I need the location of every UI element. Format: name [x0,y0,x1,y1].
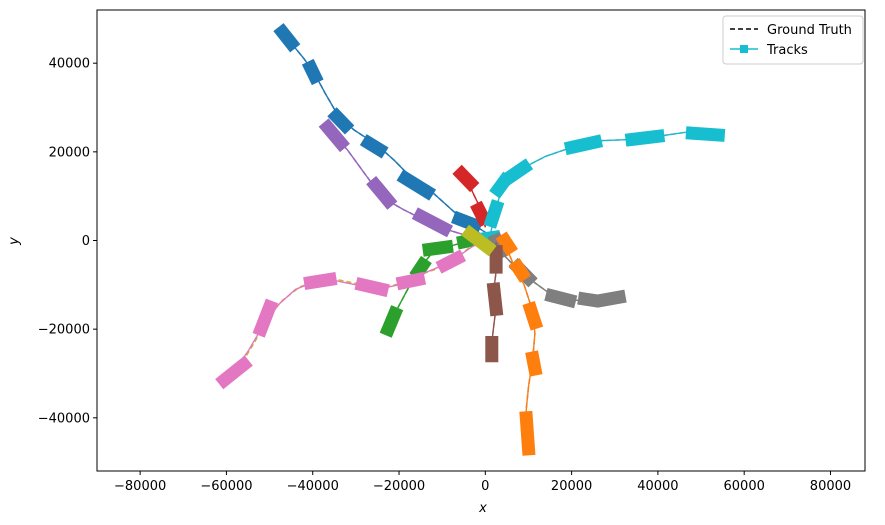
legend-tracks-label: Tracks [766,43,808,58]
track-marker-cluster-5-2 [522,301,544,331]
track-marker-cluster-3-1 [483,199,505,229]
track-marker-cluster-1-0 [318,118,350,153]
y-tick-label: 40000 [49,57,90,72]
x-tick-label: 20000 [551,479,592,494]
x-tick-label: −60000 [200,479,252,494]
track-marker-cluster-0-4 [396,169,437,201]
track-marker-cluster-7-1 [409,255,432,281]
track-marker-cluster-2-1 [470,200,492,228]
track-marker-cluster-9-0 [461,224,497,257]
track-marker-cluster-0-3 [359,134,389,159]
track-marker-cluster-7-2 [421,239,454,257]
track-marker-cluster-8-2 [303,272,338,291]
track-marker-cluster-0-1 [301,58,324,86]
y-axis-ticks: −40000 −20000 0 20000 40000 [38,57,97,426]
y-tick-label: 0 [82,234,90,249]
tracks-layer [215,23,726,456]
x-axis-ticks: −80000 −60000 −40000 −20000 0 20000 40000 60000… [114,471,851,494]
track-marker-cluster-8-0 [215,355,253,390]
legend-box [722,15,864,65]
track-marker-cluster-3-2 [489,171,514,199]
y-tick-label: −40000 [38,411,90,426]
track-marker-cluster-7-0 [379,305,404,338]
track-marker-cluster-5-4 [519,410,536,456]
track-marker-cluster-8-3 [354,277,390,298]
track-marker-cluster-8-5 [435,249,467,274]
y-tick-label: 20000 [49,145,90,160]
y-axis-label: y [7,237,22,246]
plot-area [215,23,726,456]
track-marker-cluster-5-0 [495,231,518,257]
x-tick-label: 0 [481,479,489,494]
track-marker-cluster-4-2 [544,287,578,309]
track-marker-cluster-2-0 [452,164,480,193]
track-marker-cluster-8-1 [252,298,279,338]
legend-tracks-marker [740,45,748,53]
track-marker-cluster-1-2 [411,207,454,238]
track-marker-cluster-1-1 [366,175,398,210]
track-marker-cluster-4-3 [577,291,601,308]
x-tick-label: −20000 [373,479,425,494]
x-tick-label: 40000 [637,479,678,494]
track-marker-cluster-3-6 [685,126,726,142]
track-marker-cluster-5-3 [525,350,543,377]
x-tick-label: −80000 [114,479,166,494]
legend-ground-truth-label: Ground Truth [767,23,852,38]
x-tick-label: 60000 [724,479,765,494]
track-marker-cluster-4-4 [596,289,627,308]
track-marker-cluster-0-5 [451,210,483,234]
y-tick-label: −20000 [38,323,90,338]
track-marker-cluster-5-1 [508,258,531,283]
track-marker-cluster-3-4 [563,134,604,156]
track-marker-cluster-6-1 [486,282,504,317]
track-marker-cluster-0-0 [273,23,301,53]
legend: Ground Truth Tracks [722,15,864,65]
track-marker-cluster-3-5 [624,129,666,147]
x-tick-label: −40000 [287,479,339,494]
track-marker-cluster-8-4 [395,271,427,291]
x-tick-label: 80000 [810,479,851,494]
x-axis-label: x [478,501,487,516]
track-marker-cluster-3-3 [502,158,534,186]
track-marker-cluster-0-2 [327,107,355,135]
